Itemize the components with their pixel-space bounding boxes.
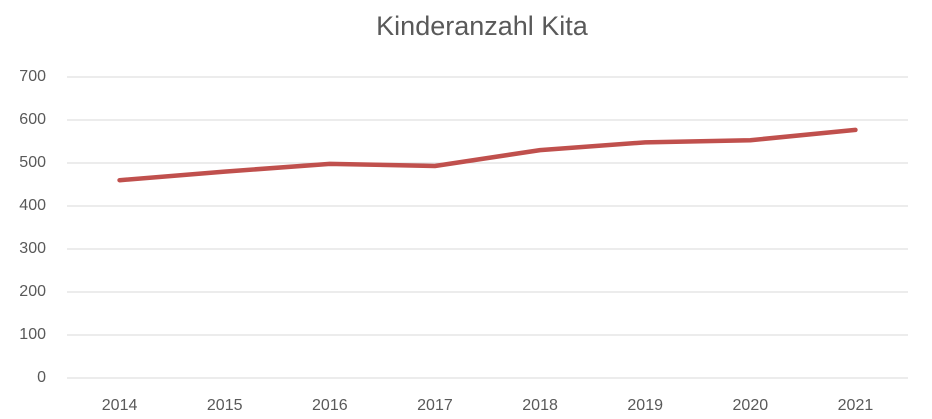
- y-tick-label: 500: [19, 154, 46, 171]
- y-tick-label: 200: [19, 283, 46, 300]
- x-tick-label: 2021: [838, 397, 874, 414]
- x-tick-label: 2015: [207, 397, 243, 414]
- x-tick-label: 2020: [733, 397, 769, 414]
- y-tick-label: 700: [19, 68, 46, 85]
- y-tick-label: 400: [19, 197, 46, 214]
- data-line: [117, 127, 858, 183]
- x-tick-label: 2017: [417, 397, 453, 414]
- y-tick-label: 100: [19, 326, 46, 343]
- y-tick-label: 0: [37, 369, 46, 386]
- y-tick-label: 600: [19, 111, 46, 128]
- chart-title: Kinderanzahl Kita: [376, 11, 589, 41]
- x-tick-label: 2014: [102, 397, 138, 414]
- x-tick-label: 2019: [627, 397, 663, 414]
- x-tick-label: 2018: [522, 397, 558, 414]
- y-tick-label: 300: [19, 240, 46, 257]
- x-tick-label: 2016: [312, 397, 348, 414]
